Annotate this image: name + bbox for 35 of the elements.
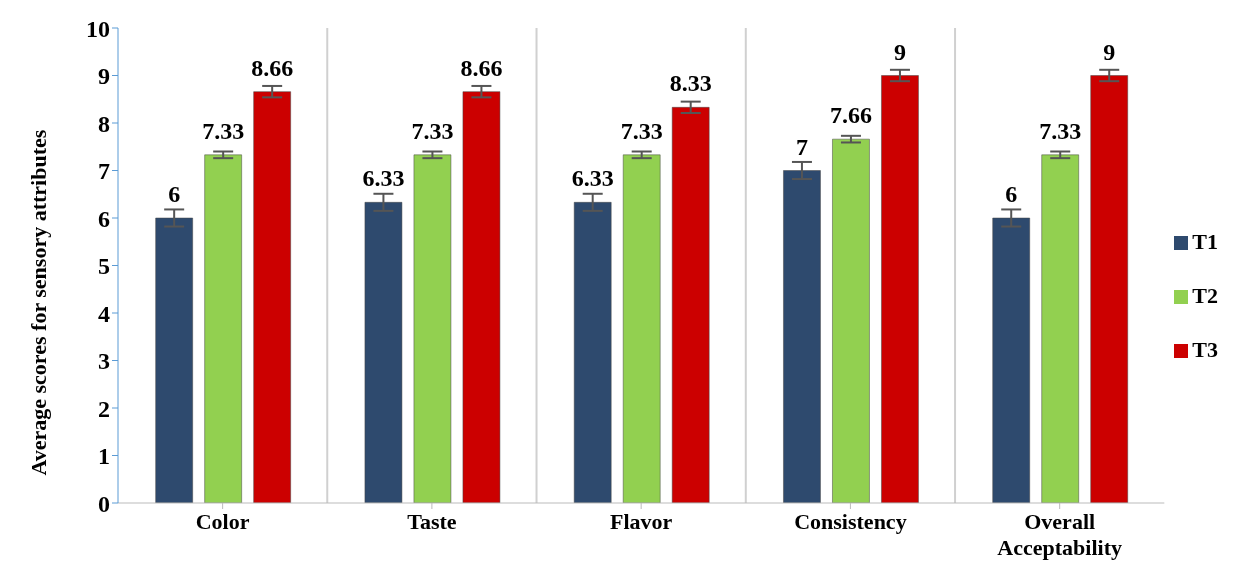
y-tick-label: 2 [98, 395, 110, 422]
data-label: 8.33 [669, 70, 712, 97]
data-label: 6.33 [362, 165, 405, 192]
data-label: 7.66 [829, 102, 872, 129]
legend-label: T3 [1192, 336, 1218, 362]
data-label: 6.33 [571, 165, 614, 192]
y-tick-label: 1 [98, 443, 110, 470]
data-label: 7.33 [1039, 117, 1082, 144]
data-label: 9 [893, 38, 906, 65]
data-label: 9 [1103, 38, 1116, 65]
x-tick-label: Overall Acceptability [997, 509, 1123, 560]
data-label: 7.33 [411, 117, 454, 144]
x-tick-label: Consistency [794, 509, 907, 534]
data-label: 8.66 [251, 54, 294, 81]
data-label: 6 [1005, 181, 1018, 207]
data-label: 7.33 [620, 117, 663, 144]
data-label: 6 [168, 181, 181, 207]
data-label: 8.66 [460, 54, 503, 81]
legend-label: T2 [1192, 282, 1218, 308]
x-tick-label: Flavor [609, 509, 673, 534]
x-tick-label: Taste [407, 509, 457, 534]
y-axis-title: Average scores for sensory attributes [25, 129, 51, 476]
y-tick-label: 8 [98, 110, 110, 137]
y-tick-label: 10 [86, 15, 110, 42]
x-tick-label: Color [195, 509, 250, 534]
y-tick-label: 9 [98, 63, 110, 90]
y-tick-label: 5 [98, 253, 110, 280]
data-label: 7 [795, 133, 808, 160]
data-label: 7.33 [202, 117, 245, 144]
y-tick-label: 3 [98, 348, 110, 375]
y-tick-label: 7 [98, 158, 110, 185]
y-tick-label: 6 [98, 205, 110, 232]
y-tick-label: 4 [98, 300, 110, 327]
y-tick-label: 0 [98, 490, 110, 517]
legend-label: T1 [1192, 228, 1218, 254]
